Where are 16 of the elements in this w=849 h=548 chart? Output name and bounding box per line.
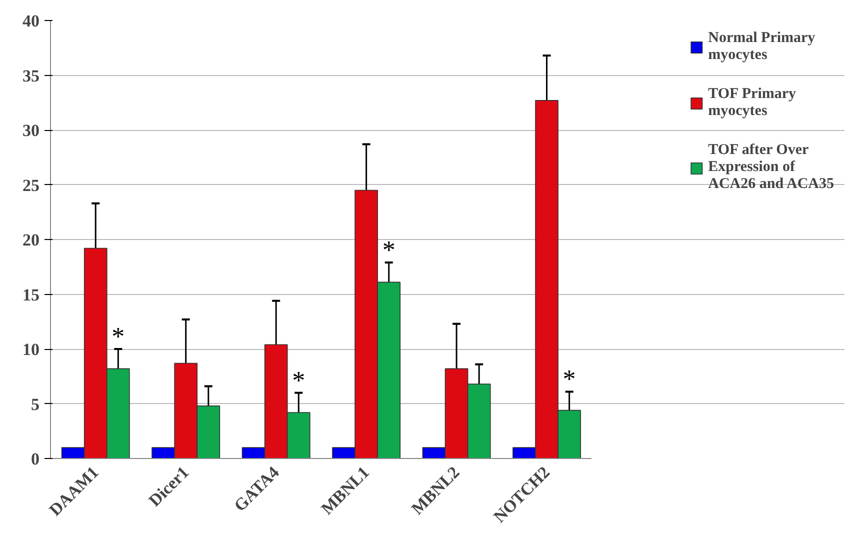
y-tick-label: 10 (22, 340, 40, 359)
data-label: * (562, 364, 576, 394)
data-label: * (382, 235, 396, 264)
data-label: * (112, 322, 125, 351)
y-tick-label: 5 (31, 394, 40, 414)
legend-label: Normal Primary myocytes (708, 30, 816, 64)
y-tick-label: 35 (22, 66, 40, 86)
y-tick-label: 0 (31, 450, 40, 468)
legend-label: TOF after Over Expression of ACA26 and ACA35 (708, 142, 834, 193)
y-tick-label: 15 (22, 285, 40, 304)
y-tick-label: 25 (22, 176, 40, 195)
y-tick-label: 30 (22, 121, 40, 140)
legend-label: TOF Primary myocytes (708, 86, 796, 120)
data-label: * (292, 366, 306, 395)
y-tick-label: 40 (22, 12, 40, 30)
y-tick-label: 20 (22, 230, 40, 250)
